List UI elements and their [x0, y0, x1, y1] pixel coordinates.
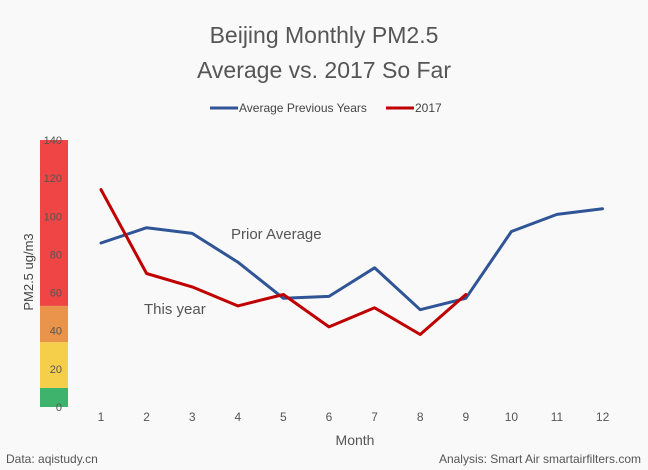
- aqi-band-2: [40, 305, 68, 343]
- y-tick-label: 40: [50, 326, 62, 338]
- x-tick-label: 7: [371, 410, 378, 424]
- legend-label-2017: 2017: [415, 101, 442, 115]
- legend: Average Previous Years 2017: [210, 101, 442, 115]
- y-tick-label: 0: [56, 402, 62, 414]
- aqi-band-0: [40, 387, 68, 407]
- x-axis-label: Month: [336, 432, 375, 448]
- footer-source: Data: aqistudy.cn: [6, 452, 98, 466]
- y-tick-label: 140: [44, 135, 62, 147]
- x-tick-label: 4: [234, 410, 241, 424]
- x-tick-label: 8: [417, 410, 424, 424]
- legend-label-average: Average Previous Years: [239, 101, 367, 115]
- x-tick-label: 2: [143, 410, 150, 424]
- x-tick-labels: 1 2 3 4 5 6 7 8 9 10 11 12: [98, 410, 610, 424]
- x-tick-label: 5: [280, 410, 287, 424]
- series-line-0: [99, 207, 605, 312]
- x-tick-label: 6: [326, 410, 333, 424]
- chart-title-line1: Beijing Monthly PM2.5: [210, 22, 439, 48]
- x-tick-label: 10: [505, 410, 519, 424]
- x-tick-label: 1: [98, 410, 105, 424]
- y-tick-label: 60: [50, 288, 62, 300]
- x-tick-label: 12: [596, 410, 610, 424]
- y-tick-label: 120: [44, 173, 62, 185]
- x-tick-label: 3: [189, 410, 196, 424]
- y-tick-label: 80: [50, 249, 62, 261]
- annotation-this-year: This year: [144, 301, 206, 318]
- series-lines: [99, 188, 605, 336]
- chart-title-line2: Average vs. 2017 So Far: [197, 57, 451, 83]
- series-line-1: [99, 188, 468, 336]
- y-axis-label: PM2.5 ug/m3: [21, 233, 36, 310]
- aqi-band-1: [40, 342, 68, 388]
- x-tick-label: 9: [462, 410, 469, 424]
- aqi-bands: [40, 140, 68, 407]
- footer-credit: Analysis: Smart Air smartairfilters.com: [439, 452, 641, 466]
- y-tick-label: 100: [44, 211, 62, 223]
- y-tick-label: 20: [50, 364, 62, 376]
- aqi-band-3: [40, 140, 68, 306]
- annotation-prior-average: Prior Average: [231, 226, 322, 243]
- x-tick-label: 11: [551, 410, 564, 424]
- y-tick-labels: 0 20 40 60 80 100 120 140: [44, 135, 62, 414]
